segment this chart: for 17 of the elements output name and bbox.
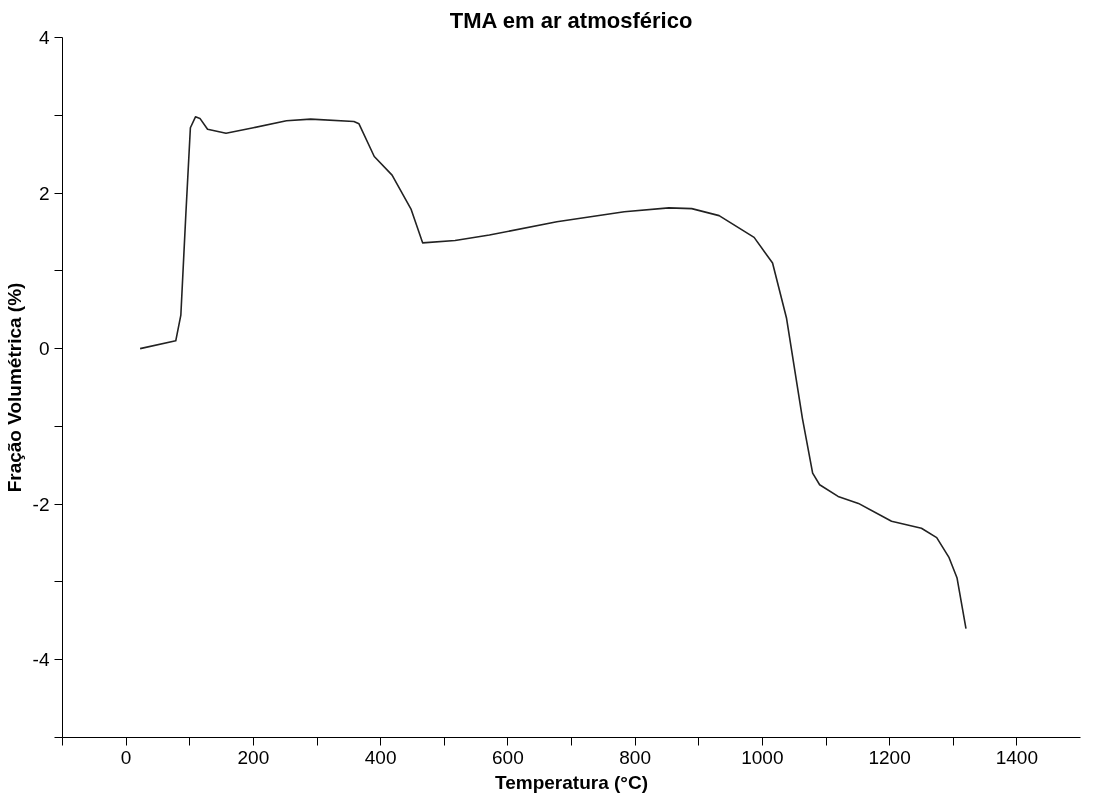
y-tick-label: -4	[32, 649, 50, 671]
x-tick-label: 800	[619, 746, 651, 768]
x-tick-label: 1000	[741, 746, 784, 768]
x-axis-title: Temperatura (°C)	[495, 771, 648, 793]
chart-title: TMA em ar atmosférico	[449, 7, 693, 33]
x-tick-label: 0	[120, 746, 132, 768]
x-tick-label: 600	[492, 746, 524, 768]
line-series	[139, 116, 967, 630]
y-axis-title: Fração Volumétrica (%)	[3, 282, 25, 493]
y-tick-label: 0	[38, 338, 50, 360]
y-tick-label: -2	[32, 493, 50, 515]
y-tick-label: 4	[38, 27, 50, 48]
x-tick-label: 200	[237, 746, 270, 768]
x-tick-label: 1200	[868, 746, 911, 768]
x-tick-label: 1400	[995, 746, 1039, 768]
x-tick-label: 400	[364, 746, 397, 768]
y-tick-label: 2	[38, 182, 50, 204]
